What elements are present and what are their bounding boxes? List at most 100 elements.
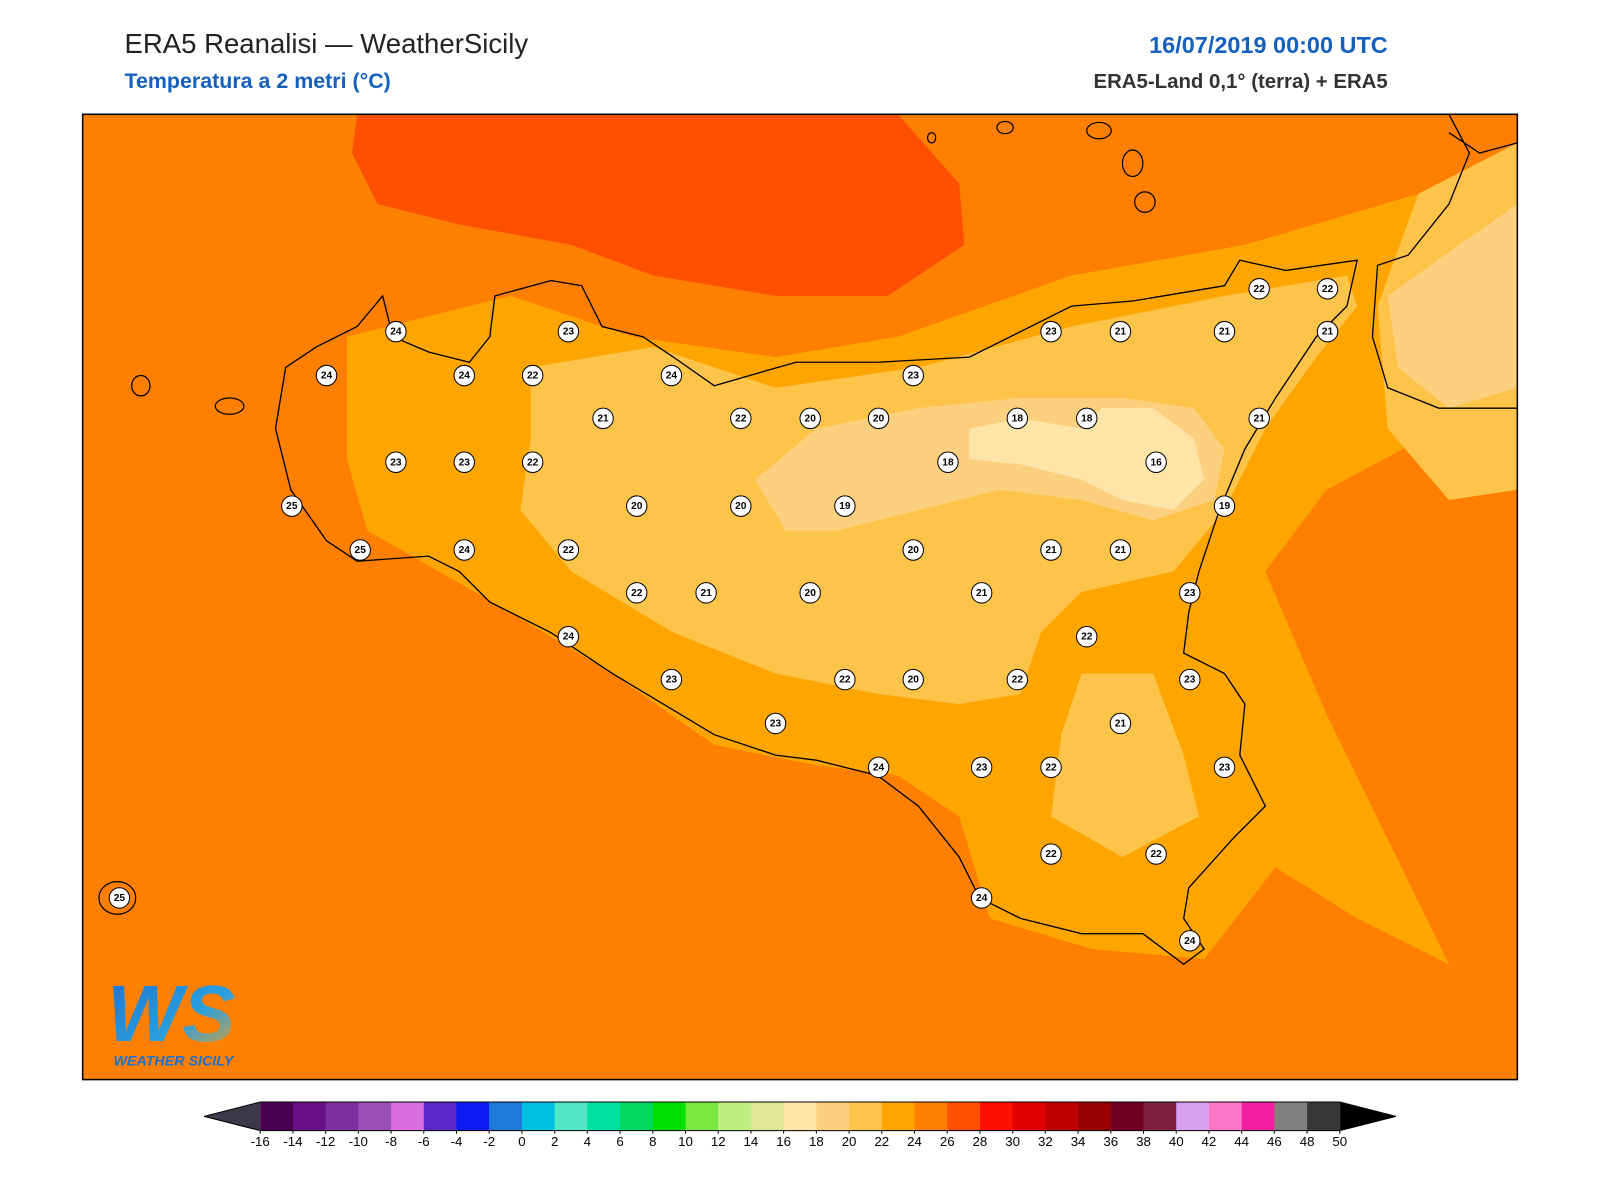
station: 23 <box>385 451 407 473</box>
station-marker <box>592 407 614 430</box>
colorbar-box <box>1078 1102 1112 1131</box>
station-value: 20 <box>631 501 643 512</box>
station: 21 <box>1109 712 1132 735</box>
station-value: 21 <box>1219 327 1231 338</box>
station-marker <box>764 712 787 735</box>
station-marker <box>799 582 821 604</box>
colorbar-tick-label: 40 <box>1169 1134 1184 1149</box>
colorbar-tick-label: 30 <box>1005 1134 1020 1149</box>
colorbar-tick-label: 26 <box>940 1134 955 1149</box>
station-marker <box>1076 626 1098 648</box>
colorbar-box <box>783 1102 817 1131</box>
station-value: 23 <box>459 457 471 468</box>
source: ERA5-Land 0,1° (terra) + ERA5 <box>1093 71 1387 93</box>
station-value: 22 <box>1045 849 1057 860</box>
colorbar-tick-label: -2 <box>483 1134 495 1149</box>
station: 20 <box>730 495 752 517</box>
station-value: 25 <box>114 893 126 904</box>
colorbar-box <box>391 1102 425 1131</box>
station-marker <box>1213 495 1236 517</box>
station-value: 21 <box>1254 413 1266 424</box>
colorbar-box <box>1307 1102 1341 1131</box>
colorbar-box <box>521 1102 556 1131</box>
station-marker <box>1076 407 1098 430</box>
station-marker <box>834 495 856 517</box>
station-marker <box>799 407 821 430</box>
colorbar-tick-label: 18 <box>809 1134 824 1149</box>
colorbar-box <box>1274 1102 1308 1131</box>
station: 22 <box>626 582 648 604</box>
colorbar-outline <box>203 1101 1397 1132</box>
station-value: 18 <box>942 457 954 468</box>
colorbar-tick-label: -10 <box>349 1134 368 1149</box>
colorbar-tick-label: 32 <box>1038 1134 1053 1149</box>
station: 24 <box>1179 930 1201 952</box>
station-value: 24 <box>563 632 575 643</box>
station-marker <box>1145 451 1167 473</box>
colorbar-box <box>947 1102 981 1131</box>
station-value: 21 <box>597 413 609 424</box>
station-marker <box>349 539 371 561</box>
station: 22 <box>834 668 856 691</box>
station-value: 20 <box>805 588 817 599</box>
station-value: 22 <box>527 457 539 468</box>
colorbar-tick-label: 38 <box>1136 1134 1151 1149</box>
station: 22 <box>1040 843 1062 865</box>
station-value: 24 <box>873 762 885 773</box>
colorbar-tick-label: 16 <box>776 1134 791 1149</box>
station-marker <box>521 451 544 473</box>
station: 22 <box>1316 278 1339 300</box>
station: 22 <box>1248 278 1270 300</box>
station: 20 <box>799 582 821 604</box>
station: 24 <box>453 364 475 387</box>
station-value: 22 <box>631 588 643 599</box>
station-marker <box>1179 668 1201 691</box>
islands <box>98 120 1156 915</box>
station-value: 18 <box>1081 413 1093 424</box>
colorbar-box <box>456 1102 490 1131</box>
station-marker <box>970 887 993 909</box>
colorbar-box <box>1045 1102 1079 1131</box>
station-value: 22 <box>1150 849 1162 860</box>
station-value: 24 <box>1184 936 1196 947</box>
station-value: 22 <box>1012 675 1024 686</box>
colorbar-tick-label: 6 <box>616 1134 623 1149</box>
colorbar-tick-label: -8 <box>385 1134 397 1149</box>
station-marker <box>1248 278 1270 300</box>
coastline <box>1371 114 1518 409</box>
station-marker <box>730 407 752 430</box>
station: 24 <box>453 539 475 561</box>
colorbar-tick-label: 48 <box>1300 1134 1315 1149</box>
colorbar-tick-label: 8 <box>649 1134 656 1149</box>
station: 24 <box>660 364 683 387</box>
station: 21 <box>695 582 717 604</box>
colorbar-tick-label: -4 <box>451 1134 463 1149</box>
colorbar-box <box>652 1102 687 1131</box>
station-marker <box>281 495 303 517</box>
station-value: 24 <box>459 371 471 382</box>
colorbar-box <box>816 1102 850 1131</box>
colorbar-box <box>358 1102 392 1131</box>
station-marker <box>970 582 993 604</box>
station-value: 23 <box>908 371 920 382</box>
coastline <box>274 259 1358 966</box>
logo-mark: WS <box>107 969 235 1058</box>
colorbar-tick-label: 50 <box>1332 1134 1347 1149</box>
colorbar-tick-label: 42 <box>1202 1134 1217 1149</box>
station: 21 <box>1248 407 1270 430</box>
station: 25 <box>349 539 371 561</box>
station-value: 23 <box>1219 762 1231 773</box>
station: 22 <box>730 407 752 430</box>
station-marker <box>557 539 580 561</box>
station-marker <box>1316 278 1339 300</box>
station: 23 <box>1179 668 1201 691</box>
station-value: 16 <box>1150 457 1162 468</box>
colorbar-box <box>849 1102 883 1131</box>
station-marker <box>1109 320 1132 343</box>
station-marker <box>730 495 752 517</box>
station-value: 23 <box>770 718 782 729</box>
station-marker <box>1179 930 1201 952</box>
station-marker <box>695 582 717 604</box>
station-value: 25 <box>355 545 367 556</box>
